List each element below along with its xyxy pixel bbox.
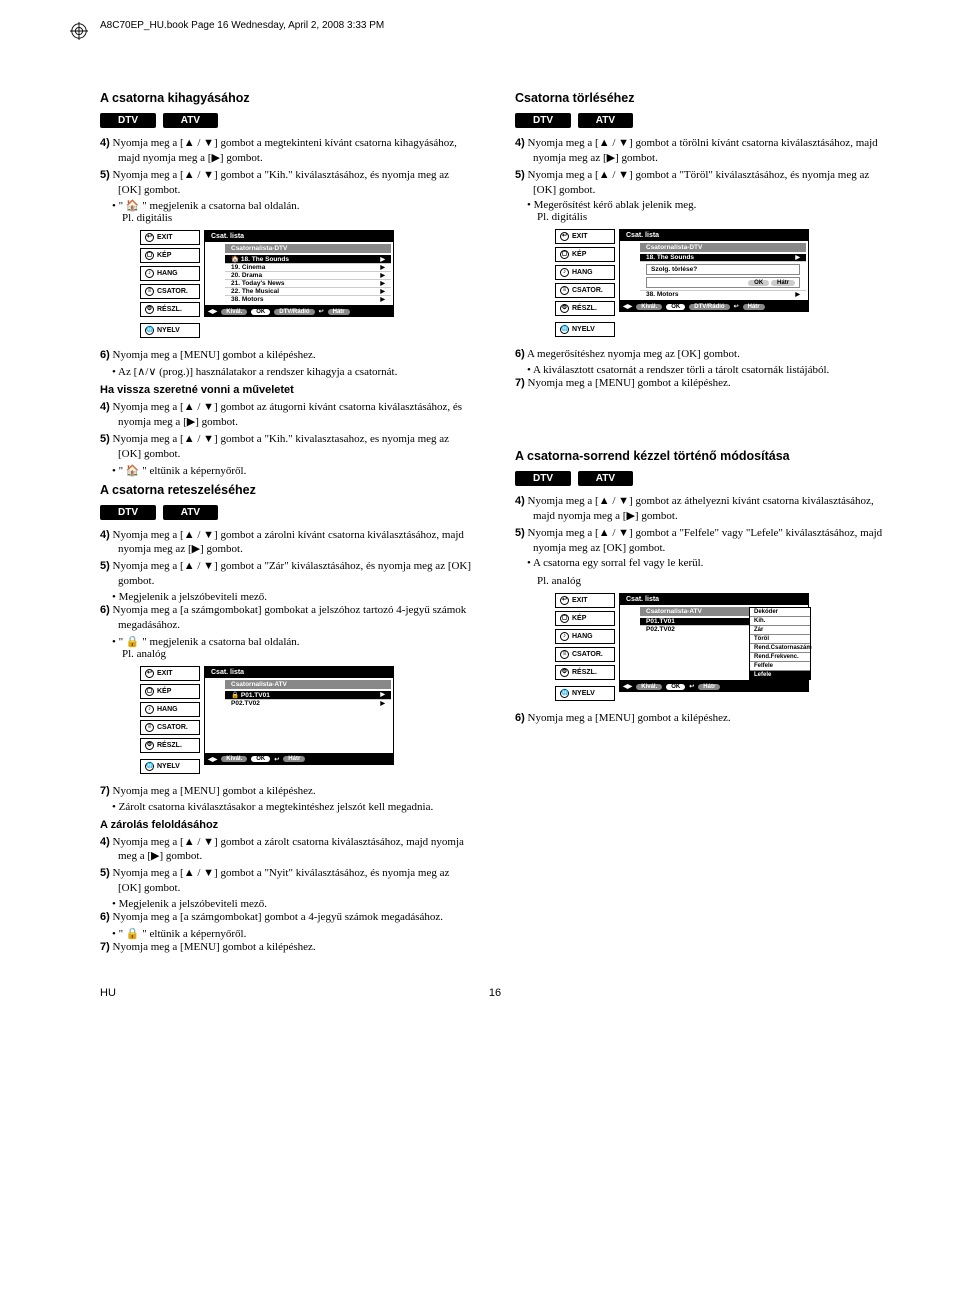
sec1-s4: Nyomja meg a [▲ / ▼] gombot a megtekinte… [113, 137, 457, 164]
sec4-ex: Pl. analóg [515, 575, 890, 587]
channel-row: 🏠 18. The Sounds▶ [225, 255, 391, 264]
popup-row: Rend.Csatornaszám [750, 644, 810, 653]
channel-row: 21. Today's News▶ [225, 280, 391, 288]
sec1-title: A csatorna kihagyásához [100, 91, 475, 105]
atv-tag: ATV [578, 471, 633, 486]
sec2-ex: Pl. digitális [515, 211, 890, 223]
sec3-s6: 6) Nyomja meg a [a számgombokat] gomboka… [100, 603, 475, 633]
sec2-s6: 6) A megerősítéshez nyomja meg az [OK] g… [515, 347, 890, 362]
sec2-s4: 4) Nyomja meg a [▲ / ▼] gombot a törölni… [515, 136, 890, 166]
channel-row: 22. The Musical▶ [225, 288, 391, 296]
registration-mark-icon [70, 22, 88, 40]
atv-tag: ATV [163, 113, 218, 128]
channel-row: 20. Drama▶ [225, 272, 391, 280]
sec4-s6: 6) Nyomja meg a [MENU] gombot a kilépésh… [515, 711, 890, 726]
dtv-tag: DTV [515, 113, 571, 128]
sec1-u4: 4) Nyomja meg a [▲ / ▼] gombot az átugor… [100, 400, 475, 430]
page-number: 16 [100, 987, 890, 999]
sec1-step4: 4) Nyomja meg a [▲ / ▼] gombot a megteki… [100, 136, 475, 166]
page-lang: HU [100, 987, 116, 999]
menu-diagram-1: ↩EXIT ▢KÉP ♪HANG ≡CSATOR. ⚙RÉSZL. 🌐NYELV… [140, 230, 475, 338]
popup-menu: Dekóder Kih. Zár Töröl Rend.Csatornaszám… [749, 607, 811, 680]
popup-row: Felfele [750, 662, 810, 671]
sec3-l6: 6) Nyomja meg a [a számgombokat] gombot … [100, 910, 475, 925]
sec1-step6: 6) Nyomja meg a [MENU] gombot a kilépésh… [100, 348, 475, 363]
sec2-b1: Megerősítést kérő ablak jelenik meg. [537, 199, 890, 211]
tag-row: DTV ATV [100, 113, 475, 128]
menu-kep: ▢KÉP [140, 248, 200, 263]
dtv-tag: DTV [515, 471, 571, 486]
sec3-ex: Pl. analóg [100, 648, 475, 660]
channel-row: 18. The Sounds▶ [640, 254, 806, 262]
popup-row: Rend.Frekvenc. [750, 653, 810, 662]
sec2-title: Csatorna törléséhez [515, 91, 890, 105]
left-column: A csatorna kihagyásához DTV ATV 4) Nyomj… [100, 91, 475, 957]
sec4-title: A csatorna-sorrend kézzel történő módosí… [515, 449, 890, 463]
menu-header: Csat. lista [205, 231, 393, 242]
sec3-lb2: " 🔒 " eltűnik a képernyőről. [122, 927, 475, 940]
menu-csator: ≡CSATOR. [140, 284, 200, 299]
sec2-s5: 5) Nyomja meg a [▲ / ▼] gombot a "Töröl"… [515, 168, 890, 198]
sec1-b2: Az [∧/∨ (prog.)] használatakor a rendsze… [122, 365, 475, 378]
sec1-u5: 5) Nyomja meg a [▲ / ▼] gombot a "Kih." … [100, 432, 475, 462]
sec2-s7: 7) Nyomja meg a [MENU] gombot a kilépésh… [515, 376, 890, 391]
atv-tag: ATV [578, 113, 633, 128]
sec1-s6: Nyomja meg a [MENU] gombot a kilépéshez. [113, 349, 316, 361]
submenu-header: Csatornalista-DTV [225, 244, 391, 253]
popup-row: Dekóder [750, 608, 810, 617]
popup-row: Kih. [750, 617, 810, 626]
sec1-ex: Pl. digitális [100, 212, 475, 224]
sec3-s4: 4) Nyomja meg a [▲ / ▼] gombot a zárolni… [100, 528, 475, 558]
menu-diagram-4: ↩EXIT ▢KÉP ♪HANG ≡CSATOR. ⚙RÉSZL. 🌐NYELV… [555, 593, 890, 701]
popup-row: Zár [750, 626, 810, 635]
sec3-lb1: Megjelenik a jelszóbeviteli mező. [122, 898, 475, 910]
sec3-b3: Zárolt csatorna kiválasztásakor a megtek… [122, 801, 475, 813]
sec3-title: A csatorna reteszeléséhez [100, 483, 475, 497]
sec4-s5: 5) Nyomja meg a [▲ / ▼] gombot a "Felfel… [515, 526, 890, 556]
channel-row: P02.TV02▶ [225, 700, 391, 707]
dtv-tag: DTV [100, 505, 156, 520]
menu-diagram-2: ↩EXIT ▢KÉP ♪HANG ≡CSATOR. ⚙RÉSZL. 🌐NYELV… [555, 229, 890, 337]
menu-hang: ♪HANG [140, 266, 200, 281]
sec3-s5: 5) Nyomja meg a [▲ / ▼] gombot a "Zár" k… [100, 559, 475, 589]
atv-tag: ATV [163, 505, 218, 520]
sec4-b1: A csatorna egy sorral fel vagy le kerül. [537, 557, 890, 569]
popup-row: Töröl [750, 635, 810, 644]
delete-confirm: Szolg. törlése? [646, 264, 800, 275]
sec3-b1: Megjelenik a jelszóbeviteli mező. [122, 591, 475, 603]
menu-nyelv: 🌐NYELV [140, 323, 200, 338]
delete-confirm-btns: OK Hátr [646, 277, 800, 288]
menu-exit: ↩EXIT [140, 230, 200, 245]
channel-row: 🔒 P01.TV01▶ [225, 691, 391, 700]
page-header: A8C70EP_HU.book Page 16 Wednesday, April… [100, 20, 890, 31]
sec1-step5: 5) Nyomja meg a [▲ / ▼] gombot a "Kih." … [100, 168, 475, 198]
sec3-s7: 7) Nyomja meg a [MENU] gombot a kilépésh… [100, 784, 475, 799]
dtv-tag: DTV [100, 113, 156, 128]
sec3-l4: 4) Nyomja meg a [▲ / ▼] gombot a zárolt … [100, 835, 475, 865]
sec3-b2: " 🔒 " megjelenik a csatorna bal oldalán. [122, 635, 475, 648]
sec3-l7: 7) Nyomja meg a [MENU] gombot a kilépésh… [100, 940, 475, 955]
right-column: Csatorna törléséhez DTV ATV 4) Nyomja me… [515, 91, 890, 957]
menu-diagram-3: ↩EXIT ▢KÉP ♪HANG ≡CSATOR. ⚙RÉSZL. 🌐NYELV… [140, 666, 475, 774]
sec4-s4: 4) Nyomja meg a [▲ / ▼] gombot az áthely… [515, 494, 890, 524]
channel-row: 38. Motors▶ [225, 296, 391, 303]
sec3-l5: 5) Nyomja meg a [▲ / ▼] gombot a "Nyit" … [100, 866, 475, 896]
sec1-undo-title: Ha vissza szeretné vonni a műveletet [100, 384, 475, 396]
channel-row: 38. Motors▶ [640, 290, 806, 298]
sec1-s5: Nyomja meg a [▲ / ▼] gombot a "Kih." kiv… [113, 169, 450, 196]
sec1-b1: " 🏠 " megjelenik a csatorna bal oldalán. [122, 199, 475, 212]
channel-row: 19. Cinema▶ [225, 264, 391, 272]
sec3-unlock-title: A zárolás feloldásához [100, 819, 475, 831]
sec1-ub: " 🏠 " eltűnik a képernyőről. [122, 464, 475, 477]
sec2-b2: A kiválasztott csatornát a rendszer törl… [537, 364, 890, 376]
popup-row: Lefele [750, 671, 810, 679]
menu-reszl: ⚙RÉSZL. [140, 302, 200, 317]
